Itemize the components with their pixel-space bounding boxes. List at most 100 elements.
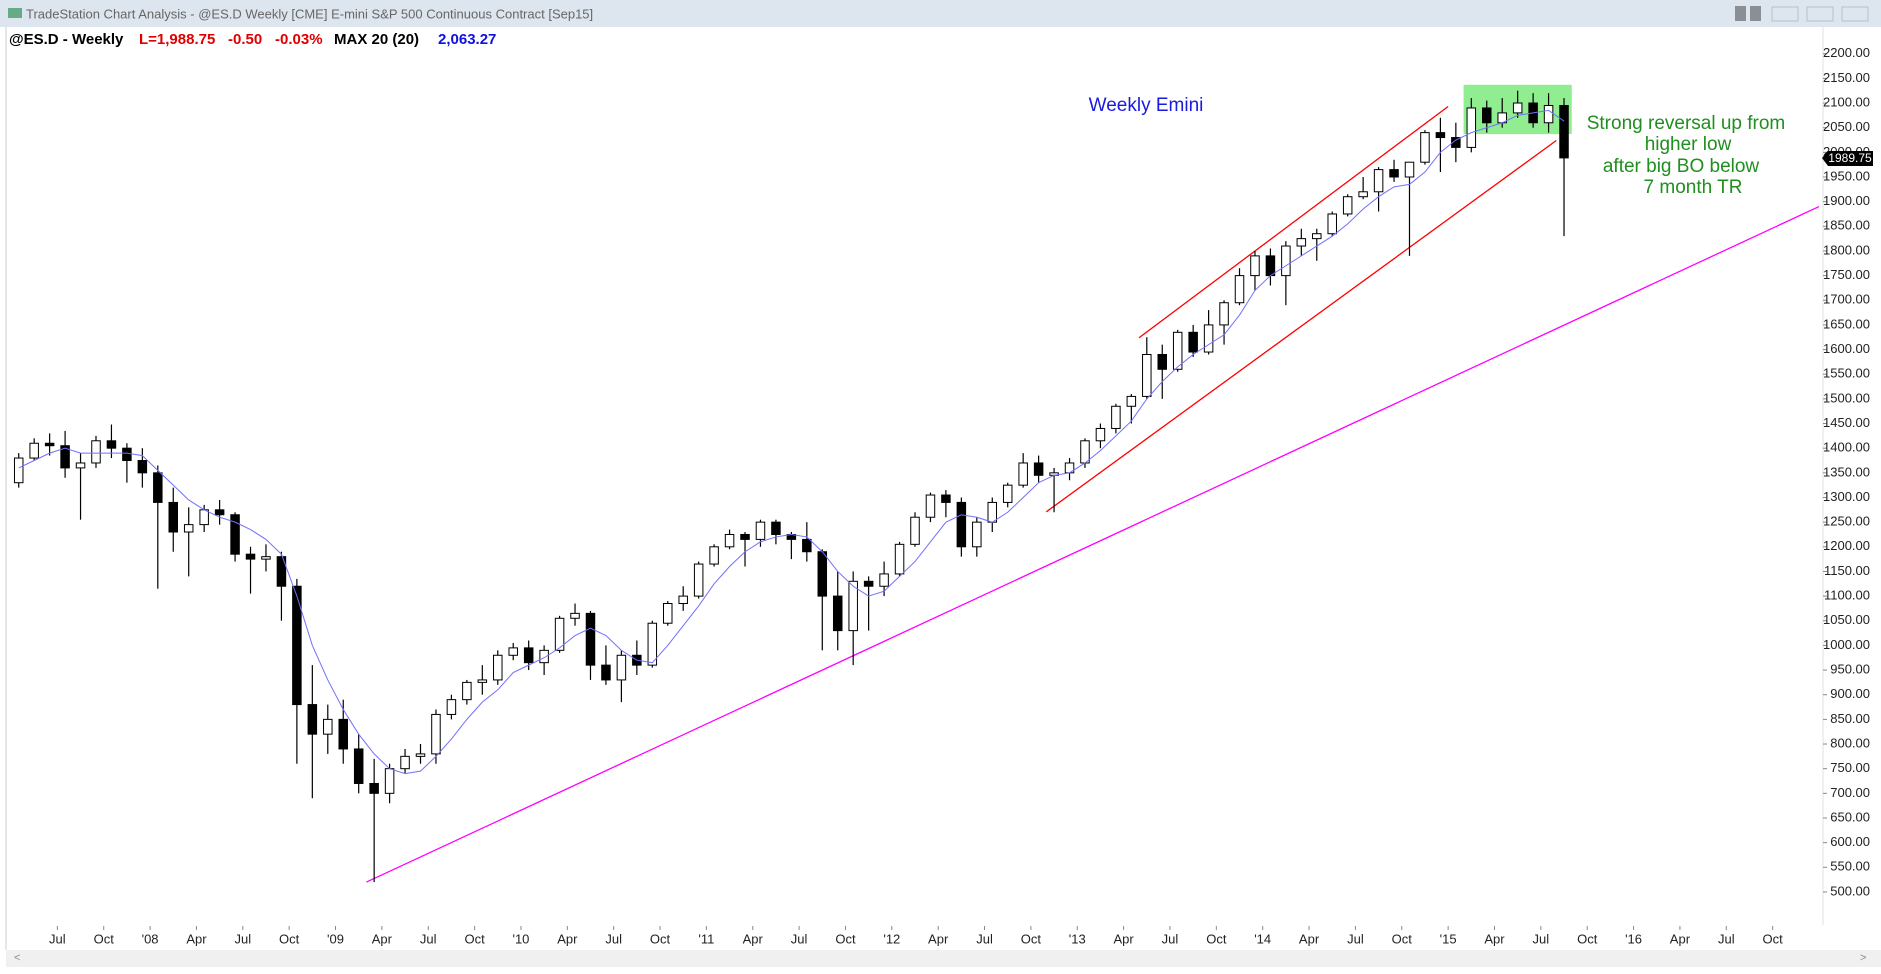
candle-body [1435, 132, 1446, 139]
candle-body [894, 543, 905, 575]
x-tick-label: Jul [420, 931, 437, 946]
minimize-button[interactable] [1771, 6, 1799, 22]
candle-body [13, 457, 24, 484]
candle-body [261, 556, 271, 560]
candle-body [1451, 137, 1461, 148]
candle-body [848, 580, 858, 632]
candle-body [214, 509, 225, 516]
y-tick-label: 800.00 [1830, 735, 1870, 750]
y-tick-label: 1400.00 [1823, 440, 1870, 455]
y-tick-label: 850.00 [1830, 711, 1870, 726]
candle-body [508, 647, 518, 656]
candle-body [1142, 353, 1152, 397]
candle-body [369, 782, 379, 794]
x-tick-label: Oct [1392, 931, 1413, 946]
candle-body [863, 580, 874, 587]
candle-body [1482, 107, 1492, 124]
y-tick-label: 1100.00 [1824, 588, 1870, 603]
x-tick-label: Apr [1484, 931, 1505, 946]
x-tick-label: Apr [1670, 931, 1691, 946]
candle-body [879, 573, 889, 587]
toolbar-button[interactable] [1735, 6, 1746, 21]
candle-body [400, 755, 410, 770]
y-tick-label: 750.00 [1830, 760, 1870, 775]
candle-body [245, 553, 256, 560]
x-tick-label: Apr [186, 931, 207, 946]
candle-body [755, 521, 766, 540]
x-tick-label: Jul [605, 931, 622, 946]
candle-body [1219, 302, 1229, 326]
moving-average [18, 109, 1565, 775]
candle-body [29, 442, 39, 459]
y-tick-label: 700.00 [1830, 785, 1870, 800]
candle-body [1559, 104, 1569, 159]
candle-body [75, 462, 86, 469]
trendline [366, 205, 1820, 883]
y-tick-label: 950.00 [1830, 662, 1870, 677]
candle-body [1466, 107, 1477, 148]
annotation: higher low [1645, 134, 1732, 155]
x-tick-label: '10 [512, 931, 529, 946]
candle-body [446, 699, 457, 715]
x-tick-label: Apr [557, 931, 578, 946]
scroll-right[interactable]: > [1860, 952, 1866, 964]
scrollbar[interactable] [6, 950, 1881, 967]
candle-body [585, 612, 596, 666]
x-tick-label: '09 [327, 931, 344, 946]
x-tick-label: Apr [928, 931, 949, 946]
maximize-button[interactable] [1806, 6, 1834, 22]
candle-body [1265, 255, 1276, 277]
x-tick-label: Oct [1206, 931, 1227, 946]
window-title: TradeStation Chart Analysis - @ES.D Week… [26, 6, 593, 21]
x-tick-label: Oct [1021, 931, 1042, 946]
x-tick-label: '11 [698, 931, 714, 946]
annotation-block: Strong reversal up from higher low after… [1587, 113, 1786, 198]
y-tick-label: 1700.00 [1823, 292, 1870, 307]
candle-body [1358, 191, 1368, 198]
candle-body [1373, 169, 1384, 193]
candle-body [910, 516, 920, 545]
candle-body [153, 472, 163, 503]
y-tick-label: 1950.00 [1823, 168, 1870, 183]
trendline [1138, 105, 1449, 339]
candle-body [663, 603, 673, 624]
y-tick-label: 1800.00 [1823, 242, 1870, 257]
scroll-left[interactable]: < [14, 952, 20, 964]
y-tick-label: 1450.00 [1823, 415, 1870, 430]
x-tick-label: Apr [1113, 931, 1134, 946]
close-button[interactable] [1841, 6, 1869, 22]
price-marker-label: 1989.75 [1828, 151, 1872, 165]
candle-body [647, 622, 658, 666]
price-marker [1822, 151, 1873, 166]
x-tick-label: Oct [1763, 931, 1784, 946]
candle-body [709, 546, 719, 565]
y-tick-label: 2150.00 [1823, 70, 1870, 85]
y-tick-label: 1300.00 [1823, 489, 1870, 504]
x-tick-label: Apr [743, 931, 764, 946]
x-tick-label: Apr [372, 931, 393, 946]
x-tick-label: Jul [1347, 931, 1364, 946]
candle-body [1404, 161, 1415, 178]
x-tick-label: Jul [976, 931, 993, 946]
x-tick-label: Jul [1162, 931, 1179, 946]
y-tick-label: 1900.00 [1823, 193, 1870, 208]
candle-body [1234, 275, 1245, 304]
change: -0.50 [228, 31, 262, 48]
toolbar-button[interactable] [1750, 6, 1761, 21]
candle-body [1342, 196, 1353, 215]
trendline [1045, 139, 1557, 513]
candle-body [817, 551, 828, 597]
candle-body [1512, 102, 1523, 114]
x-tick-label: '12 [883, 931, 900, 946]
candle-body [1389, 169, 1399, 178]
candle-body [539, 649, 549, 664]
y-tick-label: 650.00 [1830, 809, 1870, 824]
candle-body [1188, 331, 1198, 353]
candle-body [1543, 104, 1554, 124]
candle-body [601, 664, 611, 681]
indicator-name: MAX 20 (20) [334, 31, 419, 48]
x-tick-label: Jul [234, 931, 251, 946]
candle-body [1420, 132, 1430, 163]
app-icon [8, 8, 22, 18]
y-tick-label: 1150.00 [1824, 563, 1870, 578]
